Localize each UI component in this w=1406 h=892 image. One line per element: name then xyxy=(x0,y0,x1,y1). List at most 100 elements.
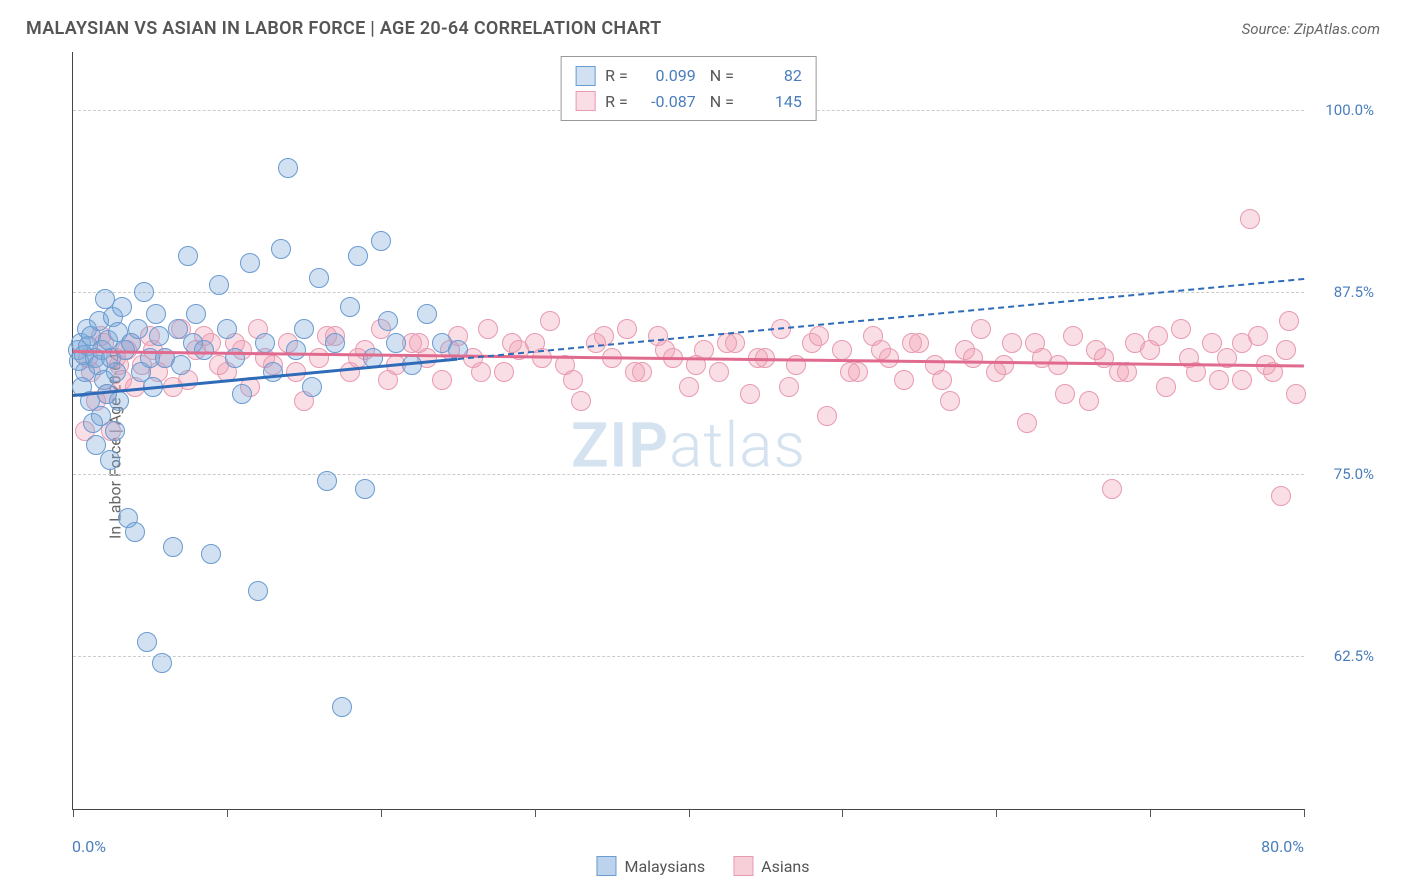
data-point xyxy=(240,253,260,273)
data-point xyxy=(109,391,129,411)
data-point xyxy=(409,333,429,353)
legend-swatch-icon xyxy=(596,856,616,876)
data-point xyxy=(146,304,166,324)
data-point xyxy=(137,632,157,652)
x-axis-min-label: 0.0% xyxy=(72,837,106,856)
data-point xyxy=(478,319,498,339)
data-point xyxy=(1017,413,1037,433)
watermark-bold: ZIP xyxy=(571,409,669,482)
data-point xyxy=(471,362,491,382)
data-point xyxy=(625,362,645,382)
x-tick xyxy=(73,809,74,817)
data-point xyxy=(263,362,283,382)
data-point xyxy=(309,268,329,288)
data-point xyxy=(1171,319,1191,339)
watermark-light: atlas xyxy=(669,409,806,482)
x-tick xyxy=(689,809,690,817)
data-point xyxy=(1286,384,1306,404)
data-point xyxy=(994,355,1014,375)
data-point xyxy=(178,246,198,266)
data-point xyxy=(1271,486,1291,506)
legend-item-malaysians: Malaysians xyxy=(596,856,705,876)
data-point xyxy=(355,479,375,499)
data-point xyxy=(1156,377,1176,397)
data-point xyxy=(679,377,699,397)
data-point xyxy=(1232,370,1252,390)
data-point xyxy=(709,362,729,382)
legend-label: Malaysians xyxy=(624,857,705,876)
data-point xyxy=(105,421,125,441)
data-point xyxy=(186,304,206,324)
legend-swatch-malaysians xyxy=(575,66,595,86)
data-point xyxy=(832,340,852,360)
x-tick xyxy=(1304,809,1305,817)
legend-n-value-0: 82 xyxy=(748,63,802,89)
data-point xyxy=(134,282,154,302)
data-point xyxy=(817,406,837,426)
legend-r-value-1: -0.087 xyxy=(642,89,696,115)
series-legend: Malaysians Asians xyxy=(596,856,809,876)
data-point xyxy=(932,370,952,390)
data-point xyxy=(1232,333,1252,353)
data-point xyxy=(494,362,514,382)
data-point xyxy=(540,311,560,331)
data-point xyxy=(255,333,275,353)
x-axis-labels: 0.0% 80.0% xyxy=(72,818,1304,848)
data-point xyxy=(940,391,960,411)
data-point xyxy=(294,319,314,339)
data-point xyxy=(332,697,352,717)
data-point xyxy=(1055,384,1075,404)
data-point xyxy=(1117,362,1137,382)
y-tick-label: 75.0% xyxy=(1314,465,1374,483)
data-point xyxy=(106,362,126,382)
data-point xyxy=(1148,326,1168,346)
data-point xyxy=(378,370,398,390)
gridline xyxy=(73,292,1304,293)
data-point xyxy=(740,384,760,404)
chart-container: In Labor Force | Age 20-64 ZIPatlas R = … xyxy=(26,52,1380,840)
legend-row-asians: R = -0.087 N = 145 xyxy=(575,89,802,115)
data-point xyxy=(1086,340,1106,360)
data-point xyxy=(963,348,983,368)
data-point xyxy=(1048,355,1068,375)
legend-item-asians: Asians xyxy=(733,856,809,876)
x-tick xyxy=(1150,809,1151,817)
data-point xyxy=(1025,333,1045,353)
data-point xyxy=(194,340,214,360)
data-point xyxy=(325,333,345,353)
data-point xyxy=(717,333,737,353)
data-point xyxy=(502,333,522,353)
legend-r-label: R = xyxy=(605,89,628,115)
y-tick-label: 87.5% xyxy=(1314,283,1374,301)
data-point xyxy=(152,653,172,673)
data-point xyxy=(100,450,120,470)
data-point xyxy=(309,348,329,368)
data-point xyxy=(317,471,337,491)
data-point xyxy=(1063,326,1083,346)
data-point xyxy=(902,333,922,353)
data-point xyxy=(209,275,229,295)
legend-n-label: N = xyxy=(706,63,734,89)
data-point xyxy=(432,370,452,390)
data-point xyxy=(417,304,437,324)
data-point xyxy=(894,370,914,390)
data-point xyxy=(302,377,322,397)
data-point xyxy=(1002,333,1022,353)
data-point xyxy=(386,333,406,353)
y-tick-label: 100.0% xyxy=(1314,101,1374,119)
legend-r-label: R = xyxy=(605,63,628,89)
x-tick xyxy=(227,809,228,817)
data-point xyxy=(1276,340,1296,360)
data-point xyxy=(149,326,169,346)
data-point xyxy=(371,231,391,251)
chart-header: MALAYSIAN VS ASIAN IN LABOR FORCE | AGE … xyxy=(0,0,1406,49)
data-point xyxy=(1279,311,1299,331)
legend-swatch-asians xyxy=(575,91,595,111)
data-point xyxy=(563,370,583,390)
data-point xyxy=(840,362,860,382)
plot-area: ZIPatlas R = 0.099 N = 82 R = -0.087 N =… xyxy=(72,52,1304,810)
chart-title: MALAYSIAN VS ASIAN IN LABOR FORCE | AGE … xyxy=(26,18,661,39)
data-point xyxy=(171,355,191,375)
data-point xyxy=(128,319,148,339)
data-point xyxy=(348,246,368,266)
